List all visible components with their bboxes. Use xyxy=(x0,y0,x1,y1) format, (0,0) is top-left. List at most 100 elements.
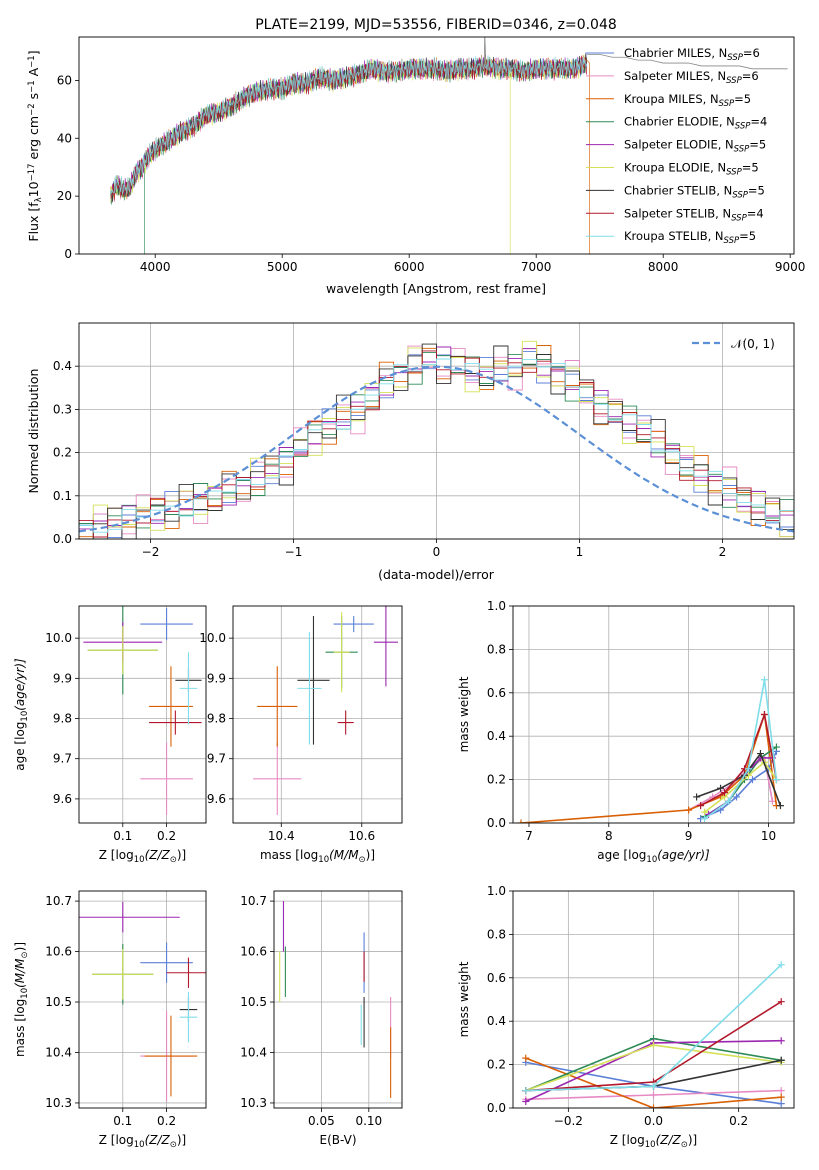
axes-frame xyxy=(78,36,795,255)
x-tick-label: 6000 xyxy=(394,260,425,274)
x-axis-label: E(B-V) xyxy=(319,1133,356,1147)
x-axis-label: Z [log10(Z/Z⊙)] xyxy=(99,848,187,865)
y-axis-label: mass [log10(M/M⊙)] xyxy=(13,942,30,1057)
weight-marker xyxy=(733,793,741,801)
x-axis-label: Z [log10(Z/Z⊙)] xyxy=(99,1133,187,1150)
x-tick-label: 10.6 xyxy=(348,829,375,843)
x-tick-label: 2 xyxy=(719,545,727,559)
weight-line-5 xyxy=(704,761,778,813)
x-tick-label: 7000 xyxy=(521,260,552,274)
x-tick-label: 0.1 xyxy=(113,1114,132,1128)
weight-marker xyxy=(768,797,776,805)
legend-entry: Chabrier MILES, NSSP=6 xyxy=(624,46,760,63)
weight-marker xyxy=(772,743,780,751)
x-axis-label: Z [log10(Z/Z⊙)] xyxy=(610,1133,698,1150)
spectrum-line-7 xyxy=(110,55,588,201)
weight-marker xyxy=(725,797,733,805)
y-tick-label: 10.4 xyxy=(240,1045,267,1059)
y-tick-label: 0 xyxy=(64,247,72,261)
weight-marker xyxy=(760,676,768,684)
x-tick-label: 0.0 xyxy=(644,1114,663,1128)
y-tick-label: 60 xyxy=(57,73,72,87)
y-tick-label: 0.3 xyxy=(53,402,72,416)
weight-marker xyxy=(650,1041,657,1049)
weight-marker xyxy=(777,998,785,1006)
y-axis-label: mass weight xyxy=(457,961,471,1037)
x-tick-label: 0 xyxy=(433,545,441,559)
x-tick-label: 4000 xyxy=(140,260,171,274)
y-tick-label: 9.6 xyxy=(53,792,72,806)
weight-marker xyxy=(717,784,725,792)
y-tick-label: 1.0 xyxy=(487,884,506,898)
y-axis-label: Normed distribution xyxy=(26,369,41,494)
axes-frame xyxy=(78,605,207,824)
y-tick-label: 0.6 xyxy=(487,971,506,985)
plot-area xyxy=(110,37,788,254)
axes-frame xyxy=(273,890,403,1109)
spectrum-line-3 xyxy=(110,57,588,254)
x-tick-label: 7 xyxy=(525,829,533,843)
weight-marker xyxy=(522,1054,530,1062)
y-tick-label: 9.7 xyxy=(53,752,72,766)
x-tick-label: −0.2 xyxy=(554,1114,583,1128)
weight-marker xyxy=(777,961,785,969)
y-tick-label: 10.6 xyxy=(240,945,267,959)
legend-entry: 𝒩(0, 1) xyxy=(731,337,775,351)
y-tick-label: 0.2 xyxy=(487,773,506,787)
x-tick-label: 0.10 xyxy=(355,1114,382,1128)
weight-marker xyxy=(777,1093,785,1101)
y-tick-label: 10.3 xyxy=(240,1096,267,1110)
y-axis-label: mass weight xyxy=(457,676,471,752)
legend-entry: Salpeter ELODIE, NSSP=5 xyxy=(624,138,766,155)
y-tick-label: 0.4 xyxy=(53,359,72,373)
plot-area xyxy=(279,901,392,1098)
x-tick-label: 5000 xyxy=(267,260,298,274)
weight-marker xyxy=(772,776,780,784)
y-tick-label: 0.4 xyxy=(487,729,506,743)
spectrum-line-5 xyxy=(110,54,588,254)
weight-line-0 xyxy=(700,751,778,820)
y-tick-label: 40 xyxy=(57,131,72,145)
y-tick-label: 1.0 xyxy=(487,599,506,613)
weight-marker xyxy=(777,1037,785,1045)
y-tick-label: 0.0 xyxy=(487,816,506,830)
legend-entry: Salpeter MILES, NSSP=6 xyxy=(624,69,759,86)
weight-marker xyxy=(776,802,784,810)
x-tick-label: 0.05 xyxy=(308,1114,335,1128)
y-tick-label: 0.8 xyxy=(487,642,506,656)
y-tick-label: 0.8 xyxy=(487,927,506,941)
y-tick-label: 10.0 xyxy=(199,631,226,645)
x-tick-label: 0.2 xyxy=(157,829,176,843)
y-tick-label: 10.5 xyxy=(240,995,267,1009)
plot-area xyxy=(522,961,785,1108)
weight-marker xyxy=(650,1091,657,1099)
y-tick-label: 0.2 xyxy=(487,1058,506,1072)
plot-area xyxy=(253,606,398,815)
weight-marker xyxy=(685,806,693,814)
panel-spectrum: 4000 5000 6000 7000 8000 9000 0 20 40 60 Chabrier … xyxy=(57,36,805,274)
weight-marker xyxy=(697,802,705,810)
weight-marker xyxy=(693,793,701,801)
weight-marker xyxy=(744,765,752,773)
y-axis-label: age [log10(age/yr)] xyxy=(13,658,30,771)
spectrum-line-8 xyxy=(110,55,588,195)
x-tick-label: 10 xyxy=(761,829,776,843)
panel-residuals: −2 −1 0 1 2 0.0 0.1 0.2 0.3 0.4 𝒩(0, 1) xyxy=(53,322,795,559)
panel-age-vs-z: 0.1 0.2 9.6 9.7 9.8 9.9 10.0 xyxy=(45,605,207,843)
weight-marker xyxy=(701,815,709,823)
weight-marker xyxy=(777,1100,785,1108)
plot-area xyxy=(79,340,794,539)
weight-marker xyxy=(522,1097,530,1105)
x-tick-label: 0.1 xyxy=(113,829,132,843)
y-tick-label: 10.6 xyxy=(45,945,72,959)
y-tick-label: 9.6 xyxy=(207,792,226,806)
y-tick-label: 0.0 xyxy=(487,1101,506,1115)
spectrum-line-2 xyxy=(110,55,590,254)
legend-entry: Kroupa STELIB, NSSP=5 xyxy=(624,229,756,246)
panel-age-vs-mass: 10.4 10.6 9.6 9.7 9.8 9.9 10.0 xyxy=(199,605,403,843)
axes-frame xyxy=(512,890,795,1109)
y-tick-label: 0.4 xyxy=(487,1014,506,1028)
panel-mass-vs-z: 0.1 0.2 10.3 10.4 10.5 10.6 10.7 xyxy=(45,890,207,1128)
weight-marker xyxy=(721,789,729,797)
y-tick-label: 9.8 xyxy=(53,712,72,726)
